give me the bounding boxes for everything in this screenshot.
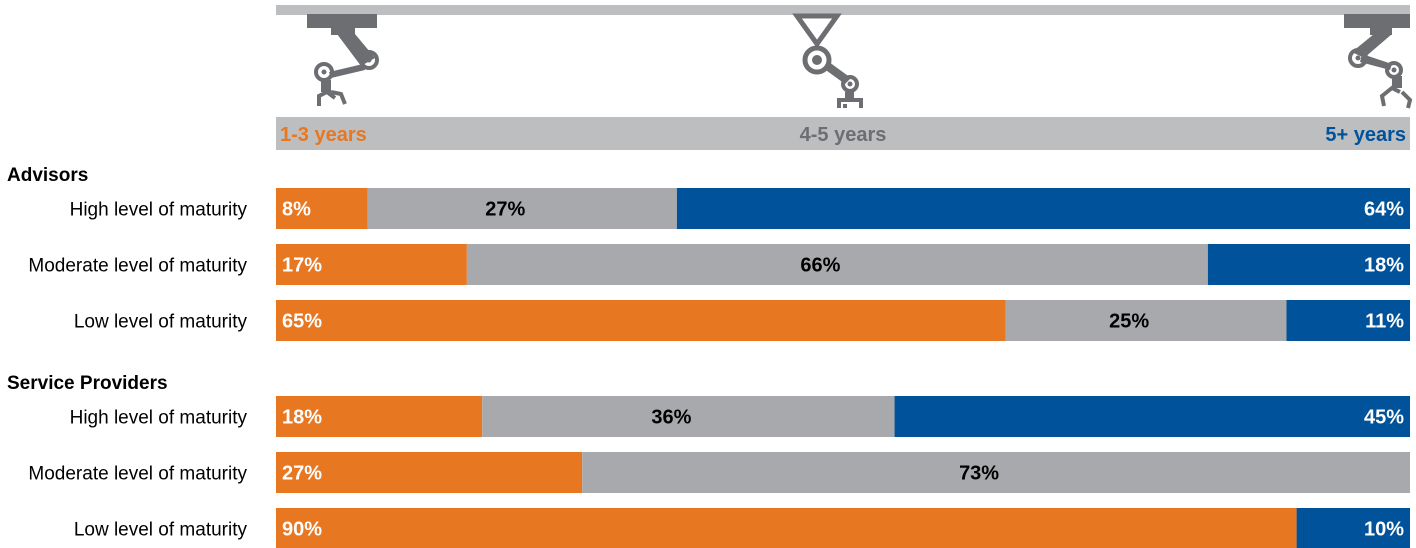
bar-segment	[1296, 508, 1410, 548]
data-label: 18%	[282, 407, 322, 429]
data-label: 18%	[1364, 255, 1404, 277]
bar-segment	[276, 508, 1297, 548]
data-label: 90%	[282, 519, 322, 541]
data-label: 73%	[959, 463, 999, 485]
row-label: Moderate level of maturity	[28, 464, 247, 485]
row-label: Low level of maturity	[74, 312, 248, 333]
robot-arm-icon	[1344, 14, 1413, 109]
top-rail	[276, 5, 1410, 15]
data-label: 10%	[1364, 519, 1404, 541]
bar-segment	[276, 244, 467, 285]
bar-segment	[466, 244, 1208, 285]
data-label: 27%	[282, 463, 322, 485]
data-label: 27%	[485, 199, 525, 221]
bar-segment	[276, 300, 1006, 341]
bar-segment	[276, 452, 583, 493]
data-label: 65%	[282, 311, 322, 333]
group-title: Service Providers	[7, 373, 168, 394]
bar-segment	[1005, 300, 1287, 341]
data-label: 64%	[1364, 199, 1404, 221]
bar-segment	[1286, 300, 1410, 341]
row-label: Moderate level of maturity	[28, 256, 247, 277]
row-label: High level of maturity	[70, 200, 248, 221]
robot-arm-icon	[792, 13, 863, 108]
row-label: Low level of maturity	[74, 520, 248, 541]
header-category-label: 4-5 years	[800, 124, 887, 146]
bar-segment	[276, 396, 483, 437]
header-category-bar	[276, 117, 1410, 150]
data-label: 36%	[651, 407, 691, 429]
data-label: 25%	[1109, 311, 1149, 333]
row-label: High level of maturity	[70, 408, 248, 429]
header-category-label: 1-3 years	[280, 124, 367, 146]
bar-segment	[482, 396, 895, 437]
robot-arm-icon	[307, 14, 379, 106]
bar-segment	[582, 452, 1410, 493]
bar-segment	[276, 188, 368, 229]
data-label: 45%	[1364, 407, 1404, 429]
data-label: 66%	[800, 255, 840, 277]
group-title: Advisors	[7, 165, 88, 186]
bar-segment	[367, 188, 677, 229]
data-label: 11%	[1365, 311, 1404, 333]
data-label: 17%	[282, 255, 322, 277]
bar-segment	[894, 396, 1410, 437]
header-category-label: 5+ years	[1325, 124, 1406, 146]
data-label: 8%	[282, 199, 311, 221]
bar-segment	[1207, 244, 1410, 285]
bar-segment	[676, 188, 1410, 229]
